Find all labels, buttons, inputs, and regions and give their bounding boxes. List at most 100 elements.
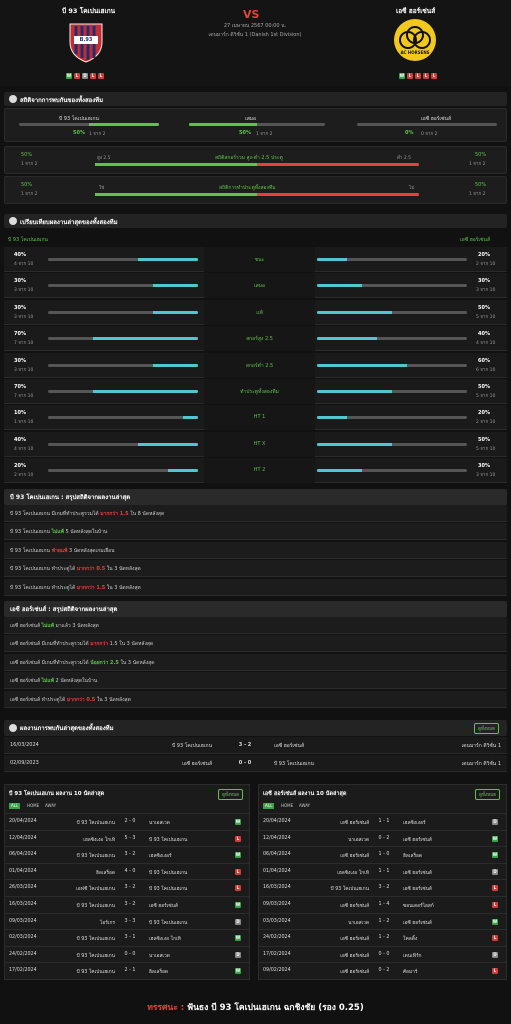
match-score: 1 - 2 [378, 918, 390, 924]
form-badge: L [407, 73, 413, 79]
last10-row[interactable]: 09/03/2024 ไอร์เกร 3 - 3 บี 93 โคเปนเฮเกน D [5, 912, 249, 929]
summary-team: เอซี ฮอร์เซ่นส์ [10, 659, 41, 666]
home-team: เอซี ฮอร์เซ่นส์ [340, 821, 369, 826]
summary-highlight: ไม่แพ้ [51, 529, 64, 536]
last10-row[interactable]: 20/04/2024 เอซี ฮอร์เซ่นส์ 1 - 1 เฮลซิงเงอร… [259, 813, 506, 829]
h2h-home-count: 1 จาก 2 [89, 132, 106, 137]
away-team: เอซี ฮอร์เซ่นส์ [403, 837, 432, 843]
btts-panel: 50% 1 จาก 2 ใช่ สถิติการทำประตูทั้งสองที… [4, 176, 507, 204]
away-tab-home[interactable]: HOME [281, 803, 294, 808]
summary-highlight: มากกว่า 1.5 [100, 511, 129, 517]
last10-row[interactable]: 26/03/2024 เอฟซี โคเปนเฮเกน 3 - 2 บี 93 โคเ… [5, 879, 249, 895]
home-last10-view-all-button[interactable]: ดูทั้งหมด [218, 789, 243, 800]
away-count: 3 จาก 10 [476, 288, 496, 294]
home-tab-away[interactable]: AWAY [45, 803, 57, 808]
away-bar [317, 337, 467, 341]
away-count: 4 จาก 10 [476, 341, 496, 347]
summary-highlight: น้อยกว่า 2.5 [90, 659, 119, 666]
match-date: 17/02/2024 [9, 968, 37, 974]
last10-row[interactable]: 06/04/2024 บี 93 โคเปนเฮเกน 3 - 2 เฮลซิงเงอ… [5, 846, 249, 862]
home-bar [48, 442, 198, 446]
away-team: ฮิลเลร็อด [403, 854, 423, 860]
away-team: เฮลซิงเงอร์ [149, 854, 172, 860]
btts-left-label: ใช่ [99, 186, 105, 191]
match-score: 3 - 3 [124, 918, 136, 924]
compare-label: HT X [253, 440, 266, 447]
home-tab-all[interactable]: ALL [9, 803, 21, 809]
match-score: 4 - 0 [124, 868, 136, 874]
last10-row[interactable]: 01/04/2024 เฮลซิงเงอ โกเทิ 1 - 1 เอซี ฮอร์เ… [259, 862, 506, 879]
home-bar [48, 416, 198, 420]
last10-row[interactable]: 24/02/2024 บี 93 โคเปนเฮเกน 0 - 0 นาเอสเวด D [5, 945, 249, 962]
summary-line: เอซี ฮอร์เซ่นส์ ไม่แพ้ 2 นัดหลังสุดในบ้า… [4, 672, 507, 690]
away-summary-header: เอซี ฮอร์เซ่นส์ : สรุปสถิติจากผลงานล่าสุ… [4, 601, 507, 617]
home-bar [48, 363, 198, 367]
home-team: บี 93 โคเปนเฮเกน [76, 953, 115, 959]
away-team: ซอนเดอร์ไอสก์ [403, 904, 434, 909]
compare-row: 30% 3 จาก 10 สกอร์ต่ำ 2.5 60% 6 จาก 10 [4, 352, 507, 378]
result-badge: L [492, 968, 498, 975]
away-bar [317, 442, 467, 446]
last10-row[interactable]: 02/03/2024 บี 93 โคเปนเฮเกน 3 - 1 เฮลซิงเงอ… [5, 929, 249, 945]
away-team: นาเอสเวด [149, 821, 170, 826]
h2h-match-row[interactable]: 02/09/2023 เอซี ฮอร์เซ่นส์ 0 - 0 บี 93 โคเป… [4, 755, 507, 772]
home-team-name[interactable]: บี 93 โคเปนเฮเกน [62, 7, 116, 15]
match-score: 0 - 0 [124, 951, 136, 957]
last10-row[interactable]: 09/02/2024 เอซี ฮอร์เซ่นส์ 0 - 2 ศัลมาร์ L [259, 962, 506, 978]
home-team: เอซี ฮอร์เซ่นส์ [340, 904, 369, 909]
away-tab-away[interactable]: AWAY [299, 803, 311, 808]
summary-text: 5 นัดหลังสุดในบ้าน [65, 529, 108, 536]
last10-row[interactable]: 24/02/2024 เอซี ฮอร์เซ่นส์ 1 - 2 โคลดิ้ง L [259, 929, 506, 945]
h2h-view-all-button[interactable]: ดูทั้งหมด [474, 723, 499, 734]
compare-label: ชนะ [254, 257, 265, 263]
match-date: 02/09/2023 [10, 760, 39, 766]
last10-row[interactable]: 16/03/2024 บี 93 โคเปนเฮเกน 3 - 2 เอซี ฮอร์… [5, 896, 249, 912]
btts-title: สถิติการทำประตูทั้งสองทีม [219, 185, 276, 191]
away-team: เอซี ฮอร์เซ่นส์ [274, 743, 305, 749]
vs-label: VS [243, 8, 260, 21]
compare-header: เปรียบเทียบผลงานล่าสุดของทั้งสองทีม [4, 214, 507, 228]
last10-row[interactable]: 12/04/2024 นาเอสเวด 0 - 2 เอซี ฮอร์เซ่นส์ W [259, 829, 506, 846]
home-team: นาเอสเวด [348, 837, 369, 843]
away-pct: 50% [478, 384, 490, 390]
match-score: 0 - 0 [238, 760, 252, 766]
away-tab-all[interactable]: ALL [263, 803, 275, 809]
last10-row[interactable]: 03/03/2024 นาเอสเวด 1 - 2 เอซี ฮอร์เซ่นส์ W [259, 912, 506, 929]
match-date: 12/04/2024 [9, 835, 37, 841]
last10-row[interactable]: 20/04/2024 บี 93 โคเปนเฮเกน 2 - 0 นาเอสเวด W [5, 813, 249, 829]
away-team-name[interactable]: เอซี ฮอร์เซ่นส์ [396, 7, 436, 15]
match-date: 24/02/2024 [263, 935, 291, 941]
away-bar [317, 469, 467, 473]
match-score: 3 - 2 [124, 885, 136, 891]
last10-row[interactable]: 01/04/2024 ฮิลเลร็อด 4 - 0 บี 93 โคเปนเฮเกน… [5, 862, 249, 879]
summary-text: มีเกมที่ทำประตูรวมได้ [41, 641, 89, 648]
summary-text: 2 นัดหลังสุดในบ้าน [55, 678, 98, 685]
away-last10-view-all-button[interactable]: ดูทั้งหมด [475, 789, 500, 800]
form-badge: L [431, 73, 437, 79]
ou-left-count: 1 จาก 2 [21, 162, 38, 167]
last10-row[interactable]: 06/04/2024 เอซี ฮอร์เซ่นส์ 1 - 0 ฮิลเลร็อด W [259, 846, 506, 862]
result-badge: D [492, 868, 498, 875]
match-date: 01/04/2024 [9, 868, 37, 874]
soccer-ball-icon [9, 217, 17, 225]
last10-row[interactable]: 12/04/2024 เฮลซิงเงอ โกเทิ 5 - 3 บี 93 โคเป… [5, 829, 249, 846]
ou-right-count: 1 จาก 2 [469, 162, 486, 167]
last10-row[interactable]: 09/03/2024 เอซี ฮอร์เซ่นส์ 1 - 4 ซอนเดอร์ไอ… [259, 896, 506, 912]
h2h-stats-panel: บี 93 โคเปนเฮเกน 50% 1 จาก 2 เสมอ 50% 1 … [4, 108, 507, 142]
summary-team: เอซี ฮอร์เซ่นส์ [10, 696, 41, 703]
summary-team: เอซี ฮอร์เซ่นส์ [10, 641, 41, 648]
home-pct: 30% [14, 278, 26, 285]
away-pct: 60% [478, 357, 490, 364]
summary-text: 3 นัดหลังสุดเกมเยือน [68, 547, 115, 554]
home-team: เอซี ฮอร์เซ่นส์ [340, 970, 369, 976]
last10-row[interactable]: 17/02/2024 เอซี ฮอร์เซ่นส์ 0 - 0 เดนเฟิร์ก D [259, 945, 506, 962]
h2h-match-row[interactable]: 16/03/2024 บี 93 โคเปนเฮเกน 3 - 2 เอซี ฮอร์… [4, 737, 507, 754]
h2h-home-label: บี 93 โคเปนเฮเกน [59, 116, 99, 122]
home-pct: 20% [14, 463, 26, 470]
away-team: เฮลซิงเงอร์ [403, 821, 426, 826]
home-tab-home[interactable]: HOME [27, 803, 40, 808]
h2h-stats-title: สถิติจากการพบกันของทั้งสองทีม [20, 97, 104, 104]
away-team: ฮิลเลร็อด [149, 970, 169, 976]
last10-row[interactable]: 17/02/2024 บี 93 โคเปนเฮเกน 2 - 1 ฮิลเลร็อด… [5, 962, 249, 978]
last10-row[interactable]: 16/03/2024 บี 93 โคเปนเฮเกน 3 - 2 เอซี ฮอร์… [259, 879, 506, 895]
